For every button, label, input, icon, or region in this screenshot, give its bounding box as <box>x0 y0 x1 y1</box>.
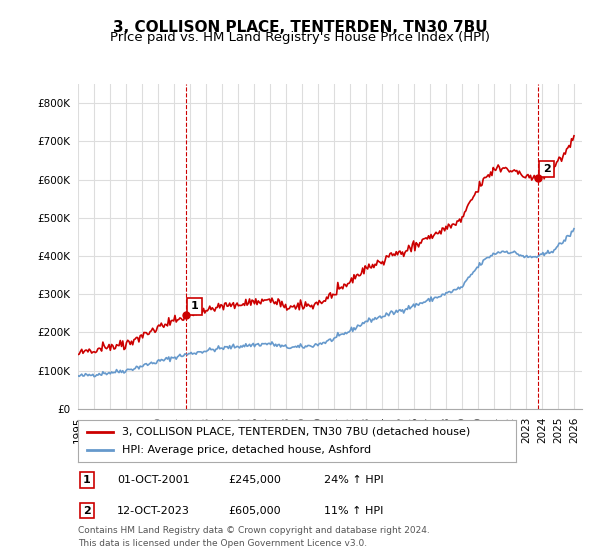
Text: 2: 2 <box>83 506 91 516</box>
Text: 01-OCT-2001: 01-OCT-2001 <box>117 475 190 485</box>
Text: £245,000: £245,000 <box>228 475 281 485</box>
Text: 1: 1 <box>83 475 91 485</box>
Text: 1: 1 <box>191 301 199 311</box>
Text: 24% ↑ HPI: 24% ↑ HPI <box>324 475 383 485</box>
Text: 12-OCT-2023: 12-OCT-2023 <box>117 506 190 516</box>
Text: 3, COLLISON PLACE, TENTERDEN, TN30 7BU (detached house): 3, COLLISON PLACE, TENTERDEN, TN30 7BU (… <box>122 427 470 437</box>
Text: £605,000: £605,000 <box>228 506 281 516</box>
Text: Price paid vs. HM Land Registry's House Price Index (HPI): Price paid vs. HM Land Registry's House … <box>110 31 490 44</box>
Text: Contains HM Land Registry data © Crown copyright and database right 2024.
This d: Contains HM Land Registry data © Crown c… <box>78 526 430 548</box>
Text: 3, COLLISON PLACE, TENTERDEN, TN30 7BU: 3, COLLISON PLACE, TENTERDEN, TN30 7BU <box>113 20 487 35</box>
Text: 11% ↑ HPI: 11% ↑ HPI <box>324 506 383 516</box>
Text: HPI: Average price, detached house, Ashford: HPI: Average price, detached house, Ashf… <box>122 445 371 455</box>
Text: 2: 2 <box>543 164 551 174</box>
